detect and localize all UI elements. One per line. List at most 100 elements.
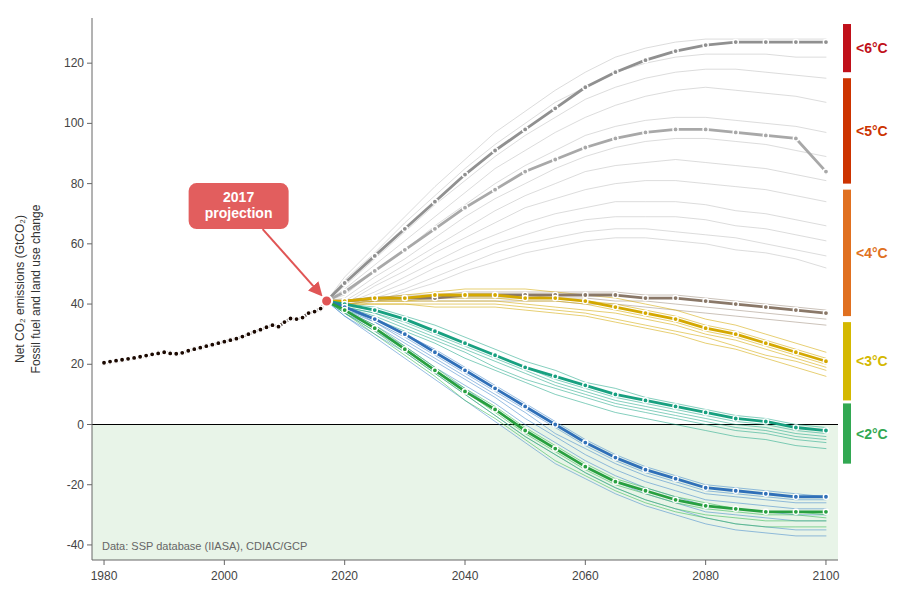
point (523, 169, 528, 174)
point (432, 292, 437, 297)
scenario-line-main (327, 42, 826, 301)
point (132, 355, 137, 360)
point (793, 425, 798, 430)
point (462, 292, 467, 297)
point (703, 410, 708, 415)
scenario-line (327, 301, 826, 440)
scenario-line (327, 39, 826, 301)
scenario-line (327, 301, 826, 443)
point (703, 503, 708, 508)
point (252, 329, 257, 334)
point (703, 43, 708, 48)
y-tick-label: -40 (67, 538, 85, 552)
scenario-line-main (327, 129, 826, 301)
point (823, 494, 828, 499)
scenario-line (327, 69, 826, 301)
point (492, 407, 497, 412)
point (673, 127, 678, 132)
point (300, 315, 305, 320)
point (733, 506, 738, 511)
point (613, 292, 618, 297)
y-tick-label: 120 (64, 56, 84, 70)
scenario-line-main (327, 301, 826, 512)
point (793, 136, 798, 141)
point (492, 353, 497, 358)
temperature-band-label: <3°C (856, 353, 888, 369)
y-axis-line (92, 18, 93, 560)
point (583, 464, 588, 469)
point (823, 428, 828, 433)
point (432, 199, 437, 204)
point (823, 39, 828, 44)
point (270, 323, 275, 328)
point (372, 295, 377, 300)
y-tick-label: 100 (64, 116, 84, 130)
point (583, 383, 588, 388)
point (222, 339, 227, 344)
point (703, 298, 708, 303)
x-tick-label: 1980 (91, 569, 118, 583)
point (216, 341, 221, 346)
scenario-line (327, 301, 826, 530)
y-tick-label: 60 (71, 237, 85, 251)
point (113, 358, 118, 363)
x-tick (104, 560, 105, 565)
point (101, 360, 106, 365)
temperature-band-label: <2°C (856, 426, 888, 442)
point (733, 332, 738, 337)
scenario-line (327, 301, 826, 515)
point (733, 39, 738, 44)
point (306, 310, 311, 315)
point (823, 509, 828, 514)
point (613, 70, 618, 75)
point (553, 157, 558, 162)
point (228, 338, 233, 343)
annotation-text: 2017projection (205, 189, 273, 221)
scenario-line (327, 301, 826, 521)
y-axis-label: Net CO₂ emissions (GtCO₂)Fossil fuel and… (13, 204, 43, 373)
scenario-line (327, 301, 826, 521)
annotation-text-line: 2017 (223, 189, 254, 205)
scenario-line (327, 301, 826, 503)
point (462, 389, 467, 394)
scenario-line (327, 301, 826, 427)
temperature-band (843, 78, 851, 183)
x-tick (585, 560, 586, 565)
point (583, 85, 588, 90)
temperature-band (843, 322, 851, 400)
y-axis-label-line: Net CO₂ emissions (GtCO₂) (13, 215, 27, 363)
scenario-line (327, 138, 826, 301)
point (492, 292, 497, 297)
point (462, 205, 467, 210)
point (264, 325, 269, 330)
point (372, 253, 377, 258)
point (643, 398, 648, 403)
scenario-line (327, 301, 826, 518)
point (150, 352, 155, 357)
y-tick-label: 20 (71, 357, 85, 371)
point (107, 359, 112, 364)
point (282, 320, 287, 325)
point (613, 392, 618, 397)
point (823, 310, 828, 315)
annotation-arrow (263, 229, 321, 294)
point (276, 324, 281, 329)
zero-line (92, 424, 838, 425)
point (462, 292, 467, 297)
scenario-line-main (327, 301, 826, 497)
point (733, 488, 738, 493)
point (432, 368, 437, 373)
point (673, 497, 678, 502)
scenario-line (327, 301, 826, 367)
scenario-line (327, 301, 826, 536)
point (553, 422, 558, 427)
point (372, 268, 377, 273)
point (192, 347, 197, 352)
point (583, 292, 588, 297)
x-tick-label: 2040 (452, 569, 479, 583)
point (119, 357, 124, 362)
x-tick-label: 2000 (211, 569, 238, 583)
point (342, 280, 347, 285)
point (492, 148, 497, 153)
x-tick (344, 560, 345, 565)
